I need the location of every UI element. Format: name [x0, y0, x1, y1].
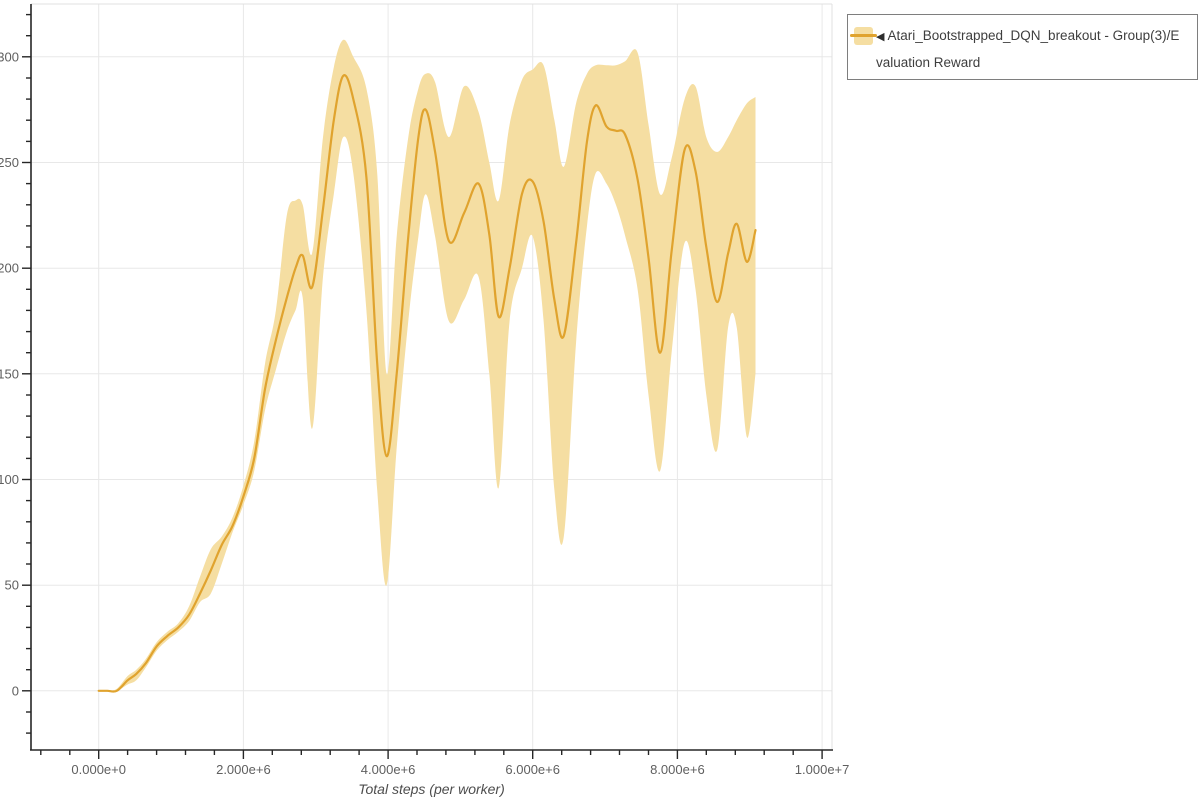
- x-tick-label: 8.000e+6: [650, 762, 705, 777]
- x-tick-label: 2.000e+6: [216, 762, 271, 777]
- legend-item[interactable]: ◀ Atari_Bootstrapped_DQN_breakout - Group…: [848, 15, 1197, 82]
- x-tick-label: 4.000e+6: [361, 762, 416, 777]
- legend-series-name: Atari_Bootstrapped_DQN_breakout - Group(…: [876, 28, 1180, 70]
- x-tick-label: 0.000e+0: [71, 762, 126, 777]
- series-line: [97, 74, 757, 693]
- x-tick-label: 1.000e+7: [795, 762, 850, 777]
- y-tick-label: 100: [0, 472, 19, 487]
- series-band: [98, 39, 756, 692]
- y-tick-label: 200: [0, 261, 19, 276]
- y-tick-label: 150: [0, 366, 19, 381]
- y-tick-label: 0: [12, 683, 19, 698]
- series-swatch-icon: [850, 27, 877, 45]
- y-tick-label: 50: [5, 578, 19, 593]
- y-tick-label: 300: [0, 49, 19, 64]
- legend-label: ◀ Atari_Bootstrapped_DQN_breakout - Group…: [876, 23, 1184, 76]
- legend-collapse-icon[interactable]: ◀: [876, 31, 885, 43]
- x-tick-label: 6.000e+6: [505, 762, 560, 777]
- y-tick-label: 250: [0, 155, 19, 170]
- x-axis-label: Total steps (per worker): [358, 781, 505, 797]
- legend: ◀ Atari_Bootstrapped_DQN_breakout - Group…: [847, 14, 1198, 80]
- series-line-icon: [850, 34, 877, 37]
